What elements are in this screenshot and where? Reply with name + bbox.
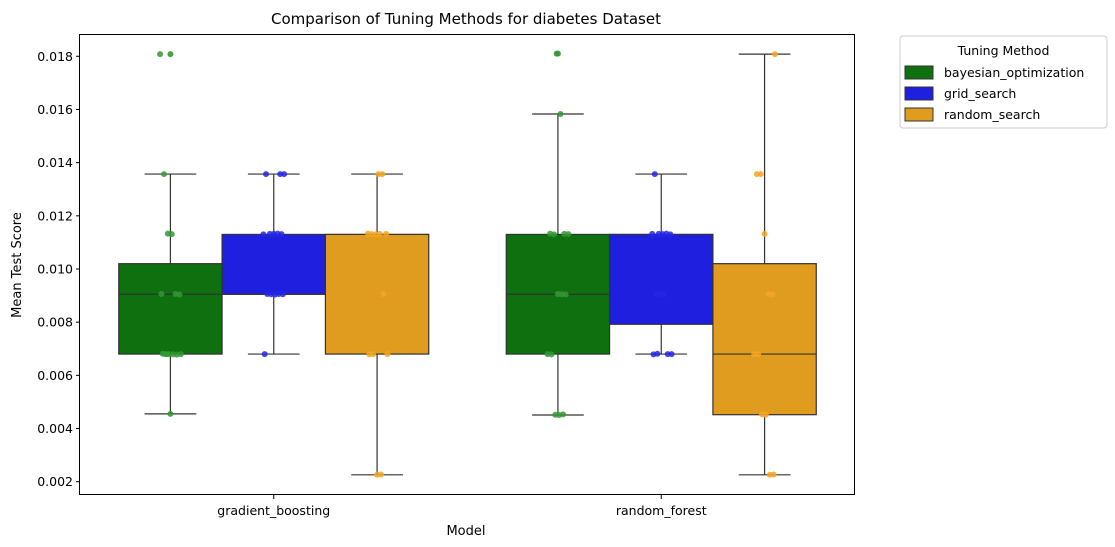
y-tick-label: 0.012 — [37, 208, 73, 223]
legend: Tuning Method bayesian_optimization grid_s… — [899, 35, 1108, 129]
strip-point-random_search — [770, 471, 777, 478]
strip-point-grid_search — [668, 351, 675, 358]
strip-point-bayesian_optimization — [160, 171, 167, 178]
strip-point-grid_search — [260, 231, 267, 238]
legend-swatch-bayesian_optimization — [904, 65, 934, 80]
y-axis-label: Mean Test Score — [10, 212, 25, 318]
y-tick-label: 0.018 — [37, 49, 73, 64]
strip-point-random_search — [757, 171, 764, 178]
strip-point-bayesian_optimization — [562, 291, 569, 298]
legend-label-grid_search: grid_search — [944, 86, 1016, 101]
chart-title: Comparison of Tuning Methods for diabete… — [271, 10, 661, 28]
strip-point-random_search — [761, 230, 768, 237]
x-axis-label: Model — [446, 524, 485, 539]
y-tick-label: 0.014 — [37, 155, 73, 170]
strip-point-bayesian_optimization — [157, 51, 164, 58]
strip-point-grid_search — [667, 231, 674, 238]
strip-point-grid_search — [261, 351, 268, 358]
y-tick-label: 0.004 — [37, 421, 73, 436]
box-flier — [167, 51, 174, 58]
legend-title: Tuning Method — [957, 43, 1050, 58]
legend-label-bayesian_optimization: bayesian_optimization — [944, 65, 1084, 80]
y-tick-label: 0.016 — [37, 102, 73, 117]
strip-point-random_search — [384, 351, 391, 358]
strip-point-random_search — [377, 471, 384, 478]
box-grid_search — [221, 233, 327, 295]
plot-frame — [79, 34, 855, 495]
strip-point-grid_search — [649, 230, 656, 237]
legend-frame — [899, 35, 1108, 129]
strip-point-grid_search — [281, 171, 288, 178]
strip-point-bayesian_optimization — [177, 351, 184, 358]
box-grid_search — [608, 233, 714, 325]
strip-point-bayesian_optimization — [167, 410, 174, 417]
strip-point-random_search — [379, 171, 386, 178]
strip-point-bayesian_optimization — [163, 351, 170, 358]
y-tick-label: 0.008 — [37, 315, 73, 330]
strip-point-grid_search — [660, 291, 667, 298]
strip-point-random_search — [380, 290, 387, 297]
strip-point-bayesian_optimization — [548, 351, 555, 358]
strip-point-bayesian_optimization — [553, 50, 560, 57]
y-tick-label: 0.010 — [37, 261, 73, 276]
strip-point-bayesian_optimization — [168, 231, 175, 238]
x-tick-label: gradient_boosting — [217, 503, 330, 518]
strip-point-grid_search — [654, 350, 661, 357]
strip-point-grid_search — [651, 171, 658, 178]
strip-point-bayesian_optimization — [158, 290, 165, 297]
strip-point-random_search — [376, 230, 383, 237]
strip-point-bayesian_optimization — [565, 231, 572, 238]
strip-point-bayesian_optimization — [560, 411, 567, 418]
strip-point-random_search — [755, 351, 762, 358]
strip-point-random_search — [769, 291, 776, 298]
strip-point-grid_search — [263, 171, 269, 178]
strip-point-bayesian_optimization — [551, 231, 558, 238]
strip-point-random_search — [771, 51, 778, 58]
y-tick-label: 0.006 — [37, 368, 73, 383]
strip-point-random_search — [383, 230, 390, 237]
strip-point-random_search — [370, 351, 377, 358]
box-random_search — [324, 233, 430, 355]
box-random_search — [712, 263, 817, 416]
legend-swatch-grid_search — [904, 86, 934, 101]
box-bayesian_optimization — [118, 263, 223, 355]
strip-point-bayesian_optimization — [557, 110, 564, 117]
legend-label-random_search: random_search — [944, 107, 1040, 122]
strip-point-grid_search — [279, 291, 286, 298]
y-tick-label: 0.002 — [37, 474, 73, 489]
strip-point-random_search — [762, 411, 769, 418]
legend-swatch-random_search — [904, 107, 934, 122]
x-tick-label: random_forest — [616, 503, 707, 518]
strip-point-grid_search — [278, 231, 285, 238]
strip-point-bayesian_optimization — [176, 291, 183, 298]
